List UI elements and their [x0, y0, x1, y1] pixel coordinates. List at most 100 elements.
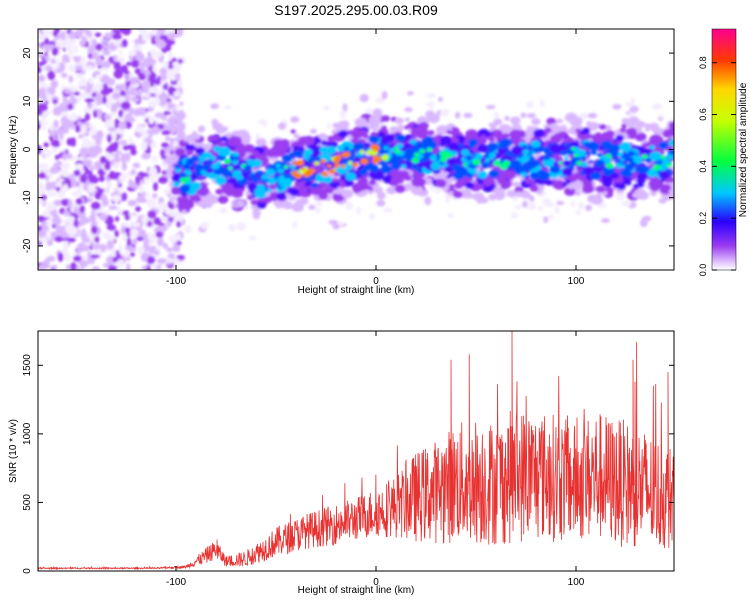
heatmap-cell	[153, 250, 160, 256]
heatmap-cell	[246, 194, 254, 200]
heatmap-cell	[68, 75, 74, 83]
heatmap-cell	[90, 201, 101, 210]
heatmap-cell	[141, 265, 148, 270]
heatmap-cell	[574, 191, 582, 196]
heatmap-cell	[107, 102, 112, 109]
heatmap-cell	[407, 91, 414, 96]
heatmap-cell	[276, 176, 284, 183]
heatmap-cell	[560, 150, 567, 156]
heatmap-cell	[52, 99, 58, 104]
heatmap-cell	[380, 125, 387, 131]
heatmap-cell	[84, 29, 89, 36]
heatmap-cell	[126, 237, 132, 247]
heatmap-cell	[320, 140, 328, 146]
heatmap-cell	[386, 186, 397, 195]
heatmap-cell	[72, 56, 81, 61]
heatmap-cell	[134, 125, 145, 133]
heatmap-cell	[100, 194, 107, 202]
heatmap-cell	[84, 237, 90, 243]
heatmap-cell	[339, 110, 347, 116]
heatmap-cell	[156, 29, 166, 37]
heatmap-cell	[359, 149, 365, 154]
colorbar-tick-label: 0.2	[698, 212, 708, 225]
heatmap-cell	[296, 140, 306, 148]
heatmap-cell	[569, 126, 577, 132]
heatmap-cell	[49, 166, 59, 174]
heatmap-cell	[159, 74, 168, 81]
heatmap-cell	[224, 104, 232, 110]
heatmap-cell	[203, 143, 212, 151]
heatmap-cell	[179, 101, 184, 107]
heatmap-cell	[439, 135, 452, 145]
heatmap-cell	[88, 123, 94, 128]
heatmap-cell	[531, 118, 541, 126]
heatmap-cell	[38, 185, 47, 196]
heatmap-cell	[41, 87, 46, 97]
heatmap-cell	[390, 148, 396, 153]
heatmap-cell	[562, 182, 568, 187]
heatmap-cell	[84, 143, 91, 149]
heatmap-cell	[45, 92, 52, 102]
colorbar-label: Normalized spectral amplitude	[738, 82, 749, 217]
heatmap-cell	[271, 146, 278, 152]
heatmap-cell	[315, 201, 323, 207]
heatmap-cell	[520, 112, 527, 119]
heatmap-cell	[100, 243, 107, 252]
heatmap-y-tick-label: 10	[22, 95, 33, 107]
heatmap-cell	[296, 159, 305, 166]
snr-y-label: SNR (10 * v/v)	[8, 419, 19, 483]
heatmap-cell	[56, 186, 61, 192]
heatmap-cell	[42, 210, 51, 218]
heatmap-cell	[57, 189, 66, 198]
heatmap-cell	[148, 86, 157, 94]
heatmap-cell	[453, 165, 460, 170]
heatmap-cell	[370, 144, 379, 151]
heatmap-cell	[153, 51, 162, 59]
heatmap-cell	[662, 129, 674, 138]
heatmap-cell	[154, 34, 160, 43]
heatmap-cell	[394, 149, 401, 155]
heatmap-cell	[66, 256, 73, 261]
snr-frame	[37, 330, 675, 572]
heatmap-cell	[591, 144, 598, 150]
heatmap-cell	[50, 79, 59, 89]
heatmap-x-label: Height of straight line (km)	[298, 285, 415, 296]
heatmap-cell	[648, 180, 657, 187]
heatmap-cell	[129, 228, 139, 237]
heatmap-cell	[52, 216, 62, 225]
heatmap-cell	[488, 122, 495, 127]
heatmap-cell	[106, 240, 114, 248]
heatmap-cell	[136, 236, 144, 241]
heatmap-cell	[167, 101, 173, 110]
heatmap-cell	[533, 129, 545, 138]
heatmap-cell	[99, 67, 110, 72]
heatmap-cell	[614, 182, 622, 189]
heatmap-cell	[278, 122, 287, 130]
heatmap-cell	[73, 44, 78, 55]
heatmap-cell	[524, 178, 533, 185]
heatmap-cell	[391, 173, 405, 184]
heatmap-cell	[454, 111, 461, 119]
heatmap-cell	[116, 206, 122, 214]
heatmap-cell	[358, 176, 369, 185]
heatmap-cell	[121, 225, 126, 231]
heatmap-cell	[403, 142, 414, 150]
heatmap-cell	[156, 258, 167, 264]
heatmap-cell	[102, 95, 107, 105]
heatmap-cell	[99, 213, 108, 221]
heatmap-cell	[105, 87, 114, 93]
heatmap-cell	[310, 128, 317, 134]
heatmap-cell	[38, 180, 43, 187]
heatmap-cell	[121, 39, 128, 48]
heatmap-cell	[367, 190, 373, 195]
heatmap-cell	[102, 231, 111, 240]
heatmap-cell	[173, 63, 179, 73]
heatmap-cell	[530, 140, 541, 148]
heatmap-cell	[166, 247, 173, 253]
heatmap-cell	[38, 108, 43, 116]
heatmap-cell	[485, 162, 492, 167]
heatmap-cell	[597, 152, 603, 157]
heatmap-cell	[114, 230, 119, 238]
heatmap-cell	[303, 148, 313, 156]
heatmap-cell	[129, 252, 135, 257]
